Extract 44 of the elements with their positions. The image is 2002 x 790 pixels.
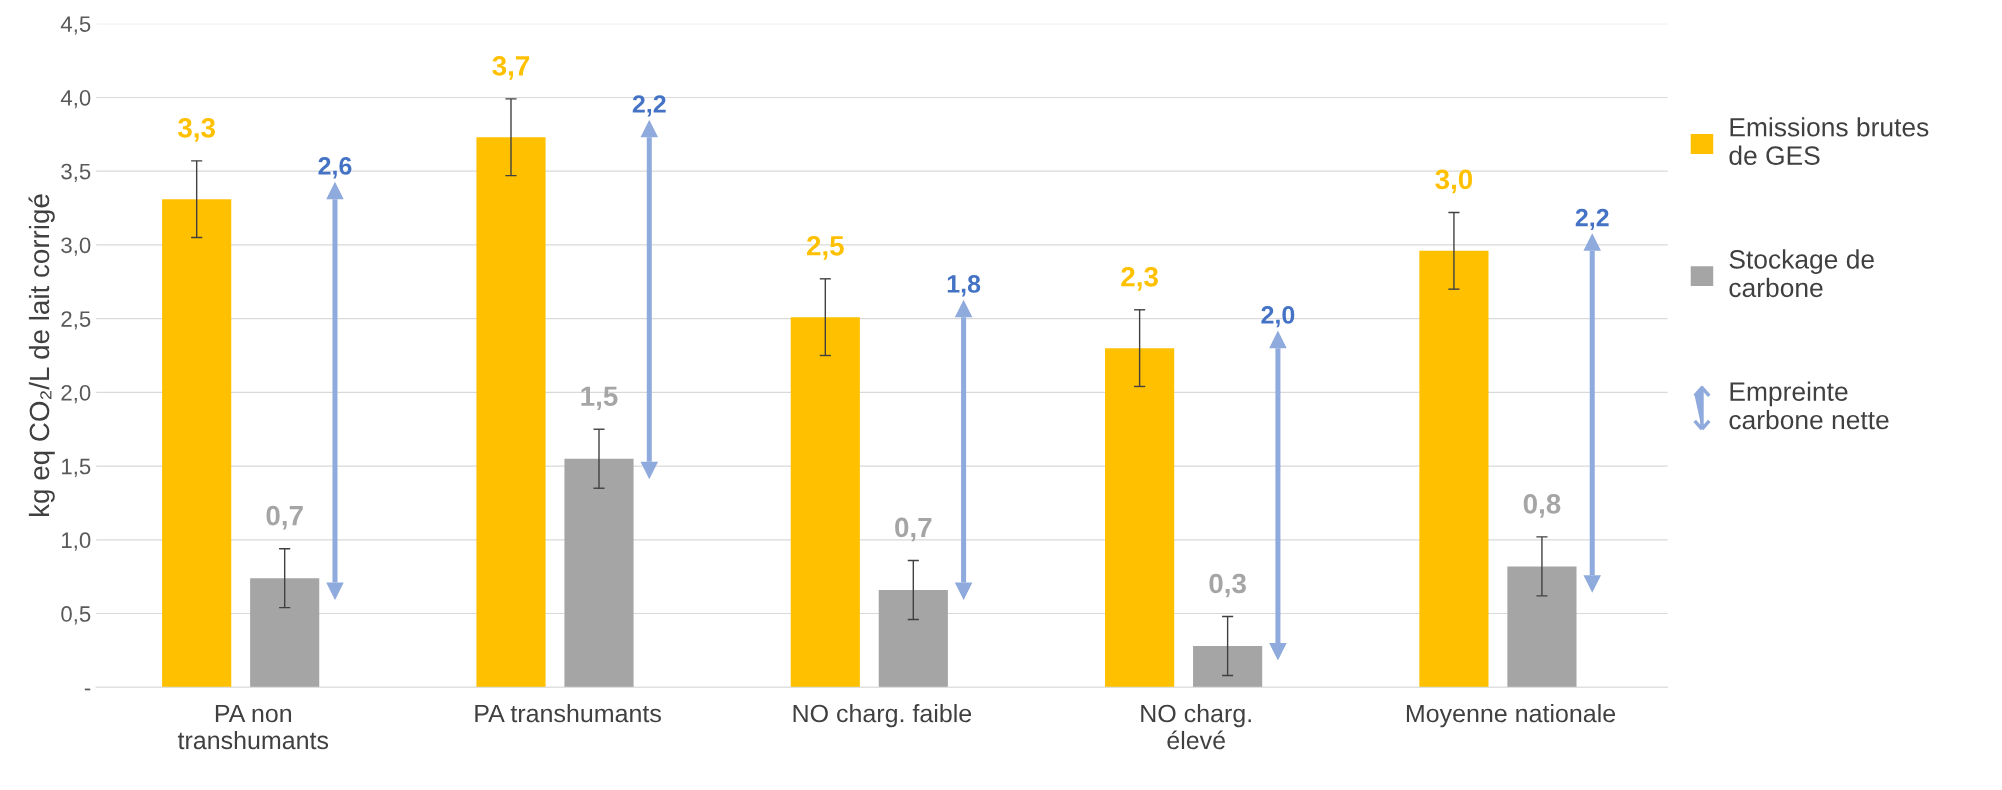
data-label: 3,3	[178, 117, 215, 142]
data-label: 2,2	[632, 95, 666, 117]
data-label: 2,3	[1121, 266, 1158, 291]
bar	[250, 578, 320, 688]
bar	[878, 589, 948, 688]
data-label: 2,0	[1261, 306, 1295, 328]
legend-label: Stockage de carbone	[1729, 249, 1874, 298]
bar	[1507, 566, 1577, 688]
y-tick-label: 1,5	[62, 458, 91, 477]
bar	[564, 458, 634, 688]
bar	[790, 317, 860, 688]
y-tick-label: 2,5	[61, 311, 91, 330]
x-tick-label: Moyenne nationale	[1406, 703, 1616, 728]
x-tick-label: PA non transhumants	[177, 704, 329, 750]
y-tick-label: 3,0	[61, 237, 91, 256]
bar	[162, 199, 232, 688]
y-tick-label: 1,0	[62, 532, 91, 551]
legend-label: Emissions brutes de GES	[1729, 117, 1929, 165]
x-tick-label: NO charg. élevé	[1141, 703, 1251, 750]
bar	[1105, 348, 1175, 688]
y-tick-label: 3,5	[61, 163, 91, 183]
data-label: 0,7	[895, 517, 932, 542]
data-label: 2,2	[1575, 208, 1609, 231]
data-label: 3,7	[492, 56, 530, 80]
x-tick-label: PA transhumants	[475, 703, 661, 723]
y-tick-label: -	[84, 688, 91, 691]
x-tick-label: NO charg. faible	[793, 703, 972, 728]
data-label: 1,8	[947, 275, 981, 297]
y-tick-label: 4,5	[60, 16, 91, 35]
legend-label: Empreinte carbone nette	[1729, 381, 1889, 430]
data-label: 0,3	[1209, 573, 1246, 598]
data-label: 2,6	[318, 157, 352, 179]
y-axis-title: kg eq CO₂/L de lait corrigé	[28, 194, 55, 516]
y-tick-label: 2,0	[61, 384, 91, 404]
bar	[476, 137, 546, 688]
y-tick-label: 4,0	[60, 89, 91, 109]
data-label: 2,5	[806, 235, 844, 260]
data-label: 0,8	[1523, 494, 1561, 518]
data-label: 0,7	[266, 505, 303, 530]
y-tick-label: 0,5	[61, 606, 91, 625]
data-label: 3,0	[1435, 169, 1473, 194]
bar	[1193, 646, 1263, 688]
data-label: 1,5	[581, 386, 618, 411]
bar	[1419, 250, 1489, 688]
